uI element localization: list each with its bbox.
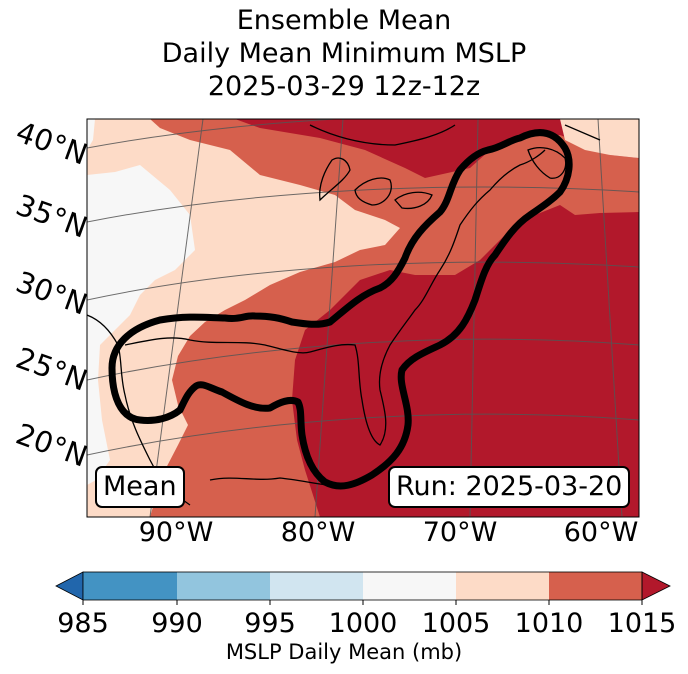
- title-line-1: Ensemble Mean: [236, 5, 452, 36]
- field-1000-1005-north: [87, 119, 95, 150]
- colorbar-tick-1005: 1005: [422, 608, 491, 639]
- colorbar-tick-995: 995: [244, 608, 296, 639]
- lon-label-80w: 80°W: [281, 517, 356, 548]
- contour-line: [108, 129, 573, 490]
- map-frame: [86, 118, 640, 518]
- colorbar-tick-1015: 1015: [608, 608, 677, 639]
- colorbar-tick-1010: 1010: [515, 608, 584, 639]
- graticule: [87, 119, 639, 517]
- map-figure: 40°N 35°N 30°N 25°N 20°N 90°W 80°W 70°W …: [12, 115, 640, 548]
- colorbar-bin-1000-1005: [363, 572, 456, 600]
- colorbar-extend-low: [55, 571, 84, 601]
- colorbar-bin-1005-1010: [456, 572, 549, 600]
- lon-label-90w: 90°W: [139, 517, 214, 548]
- colorbar-bin-1010-1015: [549, 572, 642, 600]
- colorbar-bin-995-1000: [270, 572, 363, 600]
- colorbar-extend-high: [641, 571, 671, 601]
- colorbar-bin-985-990: [83, 572, 177, 600]
- run-label-box: Run: 2025-03-20: [388, 466, 631, 508]
- colorbar-label: MSLP Daily Mean (mb): [225, 640, 463, 664]
- lon-label-70w: 70°W: [423, 517, 498, 548]
- title-line-3: 2025-03-29 12z-12z: [207, 71, 481, 102]
- title-line-2: Daily Mean Minimum MSLP: [161, 38, 527, 69]
- map-panel: [87, 119, 639, 517]
- colorbar-bin-990-995: [177, 572, 270, 600]
- colorbar-tick-985: 985: [57, 608, 109, 639]
- lon-label-60w: 60°W: [564, 517, 639, 548]
- colorbar-tick-990: 990: [151, 608, 203, 639]
- field-1000-1005: [87, 165, 195, 485]
- colorbar-tick-1000: 1000: [329, 608, 398, 639]
- mean-label-box: Mean: [95, 466, 185, 508]
- colorbar-ticks: [82, 600, 643, 605]
